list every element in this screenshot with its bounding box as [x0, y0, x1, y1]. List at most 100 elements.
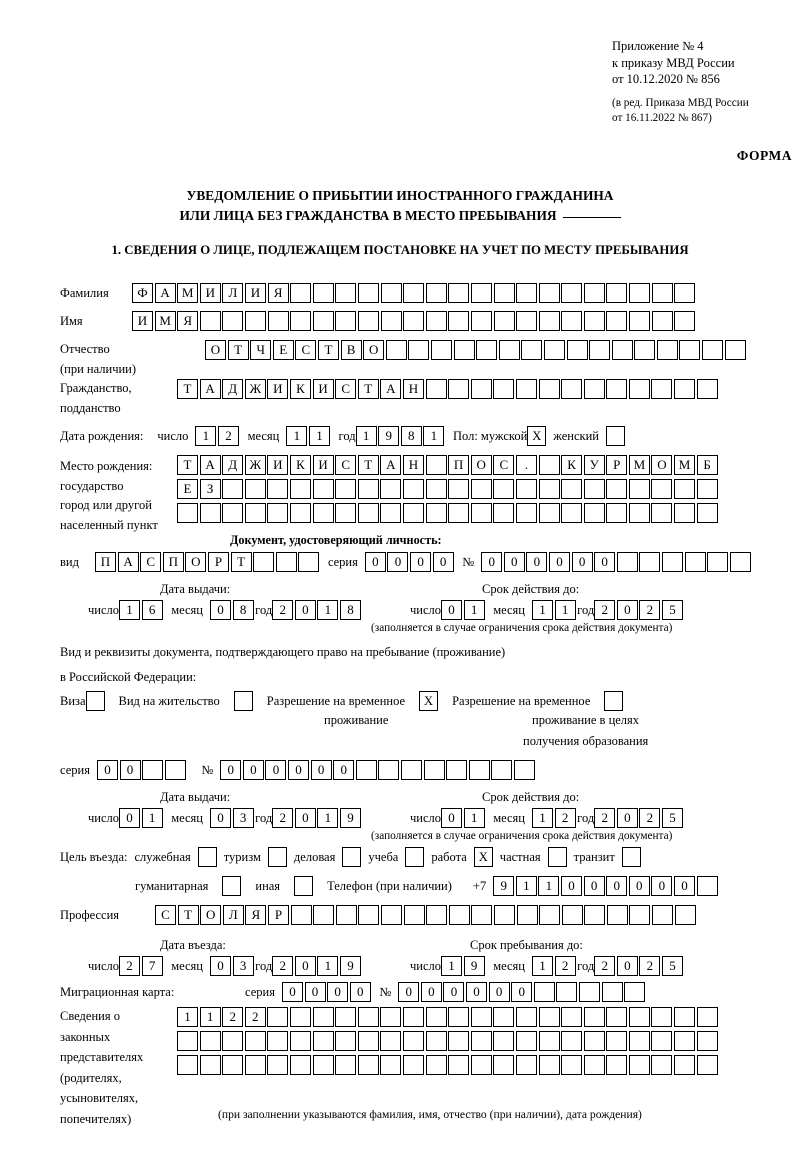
birthplace-locality-cell-1[interactable]: [177, 503, 198, 523]
surname-cell-10[interactable]: [335, 283, 357, 303]
permit-valid-day-cell-2[interactable]: 1: [463, 808, 485, 828]
profession-cell-7[interactable]: [290, 905, 312, 925]
surname-cell-9[interactable]: [312, 283, 334, 303]
permit-valid-day-cell-1[interactable]: 0: [441, 808, 463, 828]
birth-day-cell-2[interactable]: 2: [217, 426, 239, 446]
doc-number-cell-3[interactable]: 0: [526, 552, 548, 572]
patronymic-cell-8[interactable]: О: [363, 340, 385, 360]
birthplace-country-cell-7[interactable]: И: [312, 455, 334, 475]
migration-card-number-cell-4[interactable]: 0: [466, 982, 488, 1002]
profession-cell-16[interactable]: [493, 905, 515, 925]
doc-number-cell-11[interactable]: [707, 552, 729, 572]
surname-cell-15[interactable]: [448, 283, 470, 303]
representatives-line-2-input[interactable]: [177, 1031, 719, 1051]
birthplace-locality-cell-21[interactable]: [628, 503, 650, 523]
permit-valid-year-cell-3[interactable]: 2: [639, 808, 661, 828]
surname-cell-11[interactable]: [357, 283, 379, 303]
doc-number-cell-5[interactable]: 0: [571, 552, 593, 572]
doc-issue-year-cell-1[interactable]: 2: [272, 600, 294, 620]
phone-cell-9[interactable]: 0: [673, 876, 695, 896]
permit-valid-month-cell-1[interactable]: 1: [531, 808, 553, 828]
firstname-cell-24[interactable]: [651, 311, 673, 331]
birthplace-country-cell-23[interactable]: М: [674, 455, 696, 475]
representatives-1-cell-5[interactable]: [267, 1007, 289, 1027]
surname-cell-25[interactable]: [674, 283, 696, 303]
firstname-cell-21[interactable]: [583, 311, 605, 331]
doc-number-cell-8[interactable]: [639, 552, 661, 572]
representatives-line-3-input[interactable]: [177, 1055, 719, 1075]
firstname-cell-9[interactable]: [312, 311, 334, 331]
profession-cell-13[interactable]: [426, 905, 448, 925]
doc-type-cell-4[interactable]: П: [162, 552, 184, 572]
permit-number-cell-2[interactable]: 0: [242, 760, 264, 780]
patronymic-cell-10[interactable]: [408, 340, 430, 360]
birthplace-locality-cell-16[interactable]: [515, 503, 537, 523]
representatives-2-cell-9[interactable]: [357, 1031, 379, 1051]
birthplace-country-cell-14[interactable]: О: [470, 455, 492, 475]
firstname-cell-2[interactable]: М: [154, 311, 176, 331]
birthplace-country-cell-9[interactable]: Т: [357, 455, 379, 475]
profession-cell-4[interactable]: Л: [222, 905, 244, 925]
sex-male-checkbox[interactable]: X: [527, 426, 547, 446]
birthplace-city-cell-4[interactable]: [244, 479, 266, 499]
birthplace-locality-cell-6[interactable]: [289, 503, 311, 523]
surname-cell-16[interactable]: [470, 283, 492, 303]
purpose-option-checkbox-7[interactable]: [621, 847, 641, 867]
profession-cell-12[interactable]: [403, 905, 425, 925]
patronymic-cell-9[interactable]: [385, 340, 407, 360]
doc-number-cell-4[interactable]: 0: [548, 552, 570, 572]
patronymic-cell-13[interactable]: [476, 340, 498, 360]
doc-type-cell-7[interactable]: Т: [230, 552, 252, 572]
patronymic-cell-11[interactable]: [430, 340, 452, 360]
patronymic-cell-7[interactable]: В: [340, 340, 362, 360]
surname-cell-2[interactable]: А: [154, 283, 176, 303]
birthplace-city-cell-21[interactable]: [628, 479, 650, 499]
phone-cell-7[interactable]: 0: [628, 876, 650, 896]
doc-type-cell-10[interactable]: [298, 552, 320, 572]
permit-number-cell-14[interactable]: [513, 760, 535, 780]
surname-cell-17[interactable]: [493, 283, 515, 303]
representatives-1-cell-24[interactable]: [696, 1007, 718, 1027]
purpose-option-checkbox-6[interactable]: [547, 847, 567, 867]
firstname-cell-10[interactable]: [335, 311, 357, 331]
birthplace-country-cell-22[interactable]: О: [651, 455, 673, 475]
citizenship-cell-2[interactable]: А: [199, 379, 221, 399]
representatives-3-cell-5[interactable]: [267, 1055, 289, 1075]
representatives-2-cell-11[interactable]: [402, 1031, 424, 1051]
birthplace-locality-cell-7[interactable]: [312, 503, 334, 523]
citizenship-cell-3[interactable]: Д: [222, 379, 244, 399]
doc-series-cell-1[interactable]: 0: [364, 552, 386, 572]
representatives-1-cell-14[interactable]: [470, 1007, 492, 1027]
profession-cell-1[interactable]: С: [155, 905, 176, 925]
surname-cell-4[interactable]: И: [199, 283, 221, 303]
permit-education-checkbox[interactable]: [604, 691, 624, 711]
representatives-2-cell-21[interactable]: [628, 1031, 650, 1051]
surname-cell-14[interactable]: [425, 283, 447, 303]
entry-month-cell-1[interactable]: 0: [209, 956, 231, 976]
permit-issue-year-cell-3[interactable]: 1: [317, 808, 339, 828]
surname-cell-6[interactable]: И: [244, 283, 266, 303]
representatives-1-cell-4[interactable]: 2: [244, 1007, 266, 1027]
patronymic-cell-18[interactable]: [589, 340, 611, 360]
permit-number-cell-11[interactable]: [446, 760, 468, 780]
representatives-2-cell-10[interactable]: [380, 1031, 402, 1051]
birthplace-country-cell-24[interactable]: Б: [696, 455, 718, 475]
profession-cell-9[interactable]: [335, 905, 357, 925]
surname-cell-21[interactable]: [583, 283, 605, 303]
stay-month-cell-1[interactable]: 1: [531, 956, 553, 976]
birthplace-country-cell-19[interactable]: У: [583, 455, 605, 475]
representatives-3-cell-17[interactable]: [538, 1055, 560, 1075]
representatives-3-cell-16[interactable]: [515, 1055, 537, 1075]
migration-card-series-cell-2[interactable]: 0: [304, 982, 326, 1002]
firstname-cell-5[interactable]: [222, 311, 244, 331]
